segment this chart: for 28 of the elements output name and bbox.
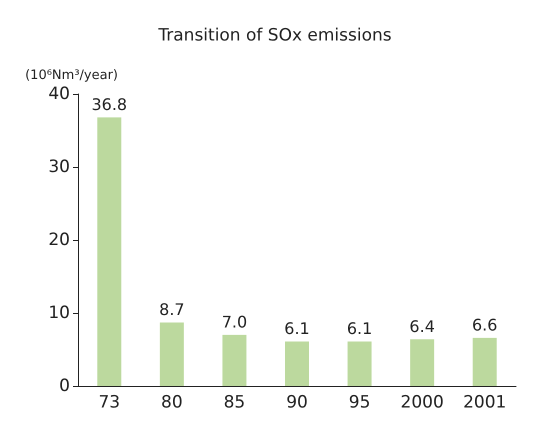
y-tick-label: 10	[48, 303, 70, 323]
y-tick-label: 30	[48, 157, 70, 177]
y-tick-label: 40	[48, 84, 70, 104]
bar	[285, 341, 309, 386]
y-axis-title: (10⁶Nm³/year)	[25, 68, 118, 83]
bar	[160, 322, 184, 386]
x-tick-label: 2000	[400, 392, 444, 412]
data-label: 6.1	[284, 318, 310, 338]
bar	[348, 341, 372, 386]
x-tick-label: 85	[224, 392, 246, 412]
bar	[410, 339, 434, 386]
x-tick-label: 95	[348, 392, 370, 412]
x-tick-label: 73	[98, 392, 120, 412]
data-label: 7.0	[222, 312, 248, 332]
bar	[97, 117, 122, 386]
data-label: 36.8	[91, 94, 128, 114]
data-label: 6.6	[472, 315, 498, 334]
x-tick-label: 90	[286, 392, 308, 412]
data-label: 6.4	[409, 316, 435, 336]
x-tick-label: 80	[161, 392, 183, 412]
data-label: 6.1	[346, 318, 372, 338]
bar	[472, 338, 497, 386]
y-tick-label: 20	[48, 230, 70, 250]
bar	[222, 334, 246, 386]
y-tick-label: 0	[59, 376, 70, 396]
chart-title: Transition of SOx emissions	[157, 26, 392, 46]
data-label: 8.7	[159, 300, 185, 319]
x-tick-label: 2001	[463, 392, 506, 412]
